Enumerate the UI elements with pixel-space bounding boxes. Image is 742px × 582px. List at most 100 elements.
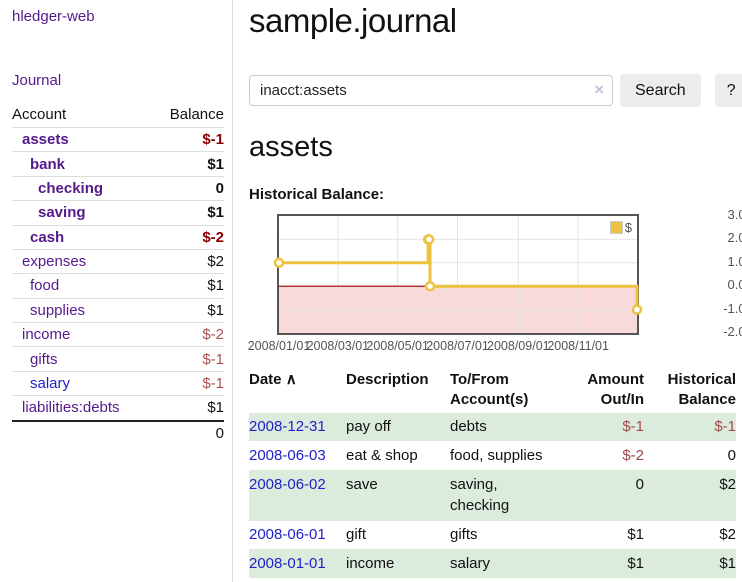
- transaction-balance: 0: [727, 446, 736, 464]
- transaction-accounts: gifts: [450, 526, 478, 543]
- transaction-description: pay off: [346, 418, 391, 435]
- y-tick-label: -2.0: [723, 324, 742, 339]
- account-link-supplies[interactable]: supplies: [30, 301, 86, 319]
- transaction-amount: $1: [627, 526, 644, 543]
- account-balance: 0: [152, 175, 224, 201]
- account-link-assets[interactable]: assets: [22, 131, 69, 149]
- account-link-checking[interactable]: checking: [38, 179, 104, 197]
- account-balance: $-2: [152, 321, 224, 347]
- account-balance: $-1: [152, 370, 224, 396]
- account-balance: $1: [152, 273, 224, 299]
- x-tick-label: 2008/05/01: [366, 339, 429, 353]
- account-link-expenses[interactable]: expenses: [22, 253, 87, 271]
- x-tick-label: 2008/09/01: [487, 339, 550, 353]
- page-title: sample.journal: [249, 2, 457, 39]
- sort-ascending-icon: ∧: [285, 371, 297, 388]
- account-link-food[interactable]: food: [30, 277, 60, 295]
- transaction-date-link[interactable]: 2008-06-02: [249, 475, 326, 493]
- y-tick-label: 1.0: [727, 253, 742, 269]
- account-link-salary[interactable]: salary: [30, 374, 71, 392]
- account-row: food $1: [12, 273, 224, 299]
- transaction-date-link[interactable]: 2008-12-31: [249, 418, 326, 435]
- account-row: checking 0: [12, 175, 224, 201]
- transaction-amount: $-2: [622, 446, 644, 464]
- transaction-accounts: debts: [450, 418, 487, 435]
- x-tick-label: 2008/07/01: [426, 339, 489, 353]
- help-button[interactable]: ?: [714, 74, 742, 107]
- accounts-header-account: Account: [12, 106, 67, 123]
- account-balance: $-2: [152, 224, 224, 250]
- account-balance: $1: [152, 297, 224, 323]
- transaction-row[interactable]: 2008-12-31 pay off debts $-1 $-1: [249, 412, 736, 442]
- y-tick-label: 3.0: [727, 207, 742, 222]
- account-balance: $2: [152, 248, 224, 274]
- account-row: cash $-2: [12, 224, 224, 250]
- transaction-description: eat & shop: [346, 446, 418, 464]
- chart-plot-area: $: [273, 214, 643, 335]
- y-tick-label: 2.0: [727, 230, 742, 246]
- sidebar: hledger-web Journal Account Balance asse…: [0, 0, 233, 582]
- account-row: income $-2: [12, 321, 224, 347]
- transaction-description: income: [346, 554, 395, 572]
- account-row: expenses $2: [12, 248, 224, 274]
- transaction-amount: $1: [627, 554, 644, 572]
- account-balance: $-1: [152, 346, 224, 372]
- register-header-date[interactable]: Date ∧: [249, 371, 297, 388]
- transaction-description: save: [346, 475, 378, 493]
- sidebar-item-journal[interactable]: Journal: [12, 72, 62, 89]
- account-row: assets $-1: [12, 126, 224, 152]
- transaction-date-link[interactable]: 2008-01-01: [249, 554, 326, 572]
- transaction-row[interactable]: 2008-01-01 income salary $1 $1: [249, 549, 736, 578]
- register-header-accounts: To/From Account(s): [450, 371, 529, 409]
- account-link-saving[interactable]: saving: [38, 204, 86, 222]
- transaction-balance: $-1: [714, 418, 736, 435]
- account-link-cash[interactable]: cash: [30, 228, 65, 246]
- clear-search-icon[interactable]: ×: [594, 80, 604, 99]
- account-balance: $-1: [152, 126, 224, 152]
- transaction-amount: 0: [635, 475, 644, 493]
- transaction-date-link[interactable]: 2008-06-01: [249, 526, 326, 543]
- transaction-row[interactable]: 2008-06-02 save saving, checking 0 $2: [249, 470, 736, 521]
- transaction-accounts: saving, checking: [450, 475, 510, 515]
- register-header-amount: Amount Out/In: [587, 371, 644, 409]
- register-table: Date ∧ Description To/From Account(s) Am…: [249, 368, 736, 578]
- account-row: gifts $-1: [12, 346, 224, 372]
- transaction-accounts: food, supplies: [450, 446, 543, 464]
- search-input[interactable]: [249, 75, 613, 106]
- search-form: × Search ?: [249, 74, 742, 107]
- account-link-liabilities-debts[interactable]: liabilities:debts: [22, 399, 120, 417]
- legend-swatch-icon: [609, 221, 623, 234]
- chart-canvas: [273, 216, 643, 333]
- register-header-balance: Historical Balance: [667, 371, 736, 409]
- x-tick-label: 2008/03/01: [306, 339, 370, 353]
- account-row: saving $1: [12, 200, 224, 225]
- transaction-row[interactable]: 2008-06-03 eat & shop food, supplies $-2 0: [249, 441, 736, 470]
- x-tick-label: 2008/11/01: [547, 339, 609, 353]
- accounts-table: Account Balance assets $-1 bank $1 checking 0…: [12, 103, 224, 445]
- search-button[interactable]: Search: [620, 74, 701, 107]
- account-balance: $1: [152, 395, 224, 421]
- main-content: sample.journal × Search ? assets Histori…: [233, 0, 742, 582]
- account-row: liabilities:debts $1: [12, 395, 224, 421]
- x-tick-label: 2008/01/01: [247, 339, 311, 353]
- account-row: bank $1: [12, 151, 224, 177]
- account-link-gifts[interactable]: gifts: [30, 350, 58, 368]
- transaction-balance: $2: [719, 475, 736, 493]
- app-title-link[interactable]: hledger-web: [12, 8, 95, 25]
- transaction-balance: $2: [719, 526, 736, 543]
- historical-balance-chart[interactable]: 3.0 2.0 1.0 0.0 -1.0 -2.0 $ 2008/01/01 2008/03…: [247, 207, 742, 353]
- account-row: salary $-1: [12, 370, 224, 396]
- transaction-balance: $1: [719, 554, 736, 572]
- transaction-row[interactable]: 2008-06-01 gift gifts $1 $2: [249, 521, 736, 550]
- transaction-amount: $-1: [622, 418, 644, 435]
- transaction-date-link[interactable]: 2008-06-03: [249, 446, 326, 464]
- account-heading: assets: [249, 131, 333, 163]
- account-balance: $1: [152, 200, 224, 225]
- account-link-income[interactable]: income: [22, 326, 71, 344]
- legend-label: $: [624, 220, 632, 235]
- y-tick-label: 0.0: [727, 277, 742, 293]
- account-link-bank[interactable]: bank: [30, 155, 66, 173]
- transaction-description: gift: [346, 526, 367, 543]
- register-header-description: Description: [346, 371, 429, 388]
